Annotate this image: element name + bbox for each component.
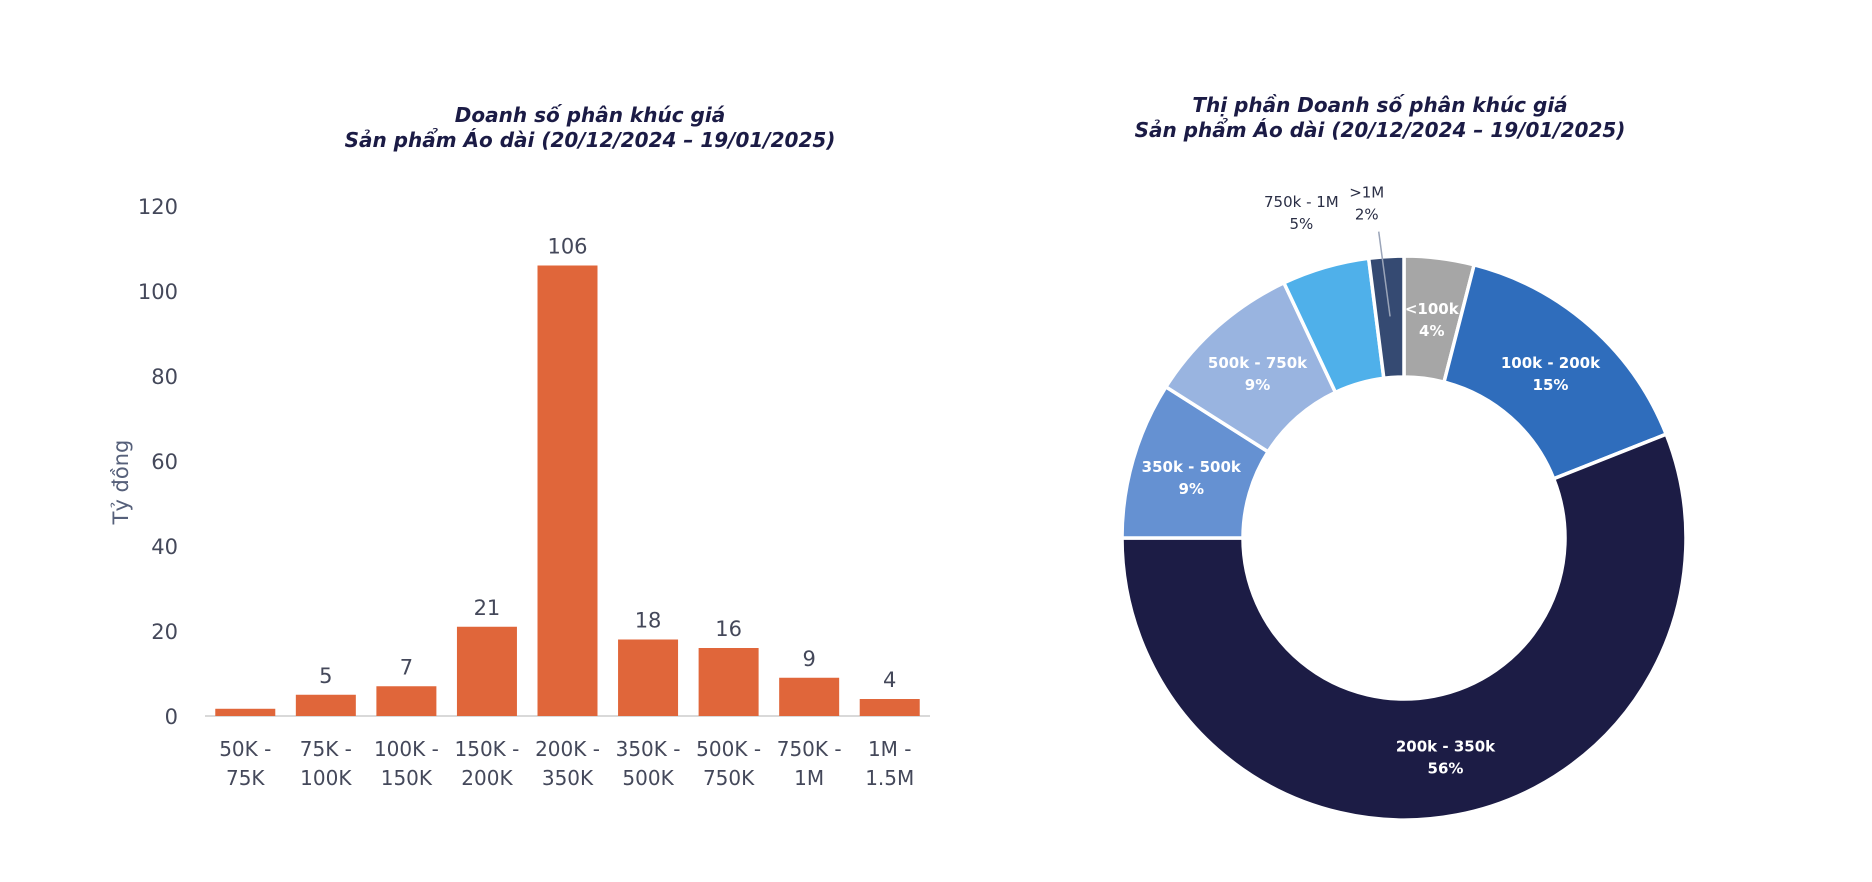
bar	[779, 677, 840, 716]
y-tick-label: 0	[165, 705, 178, 729]
x-tick-label: 1M -	[868, 737, 912, 761]
x-tick-label: 50K -	[219, 737, 271, 761]
x-tick-label: 100K -	[374, 737, 439, 761]
x-tick-label: 1.5M	[865, 766, 914, 790]
x-tick-label: 200K	[461, 766, 513, 790]
leader-line	[1377, 231, 1391, 317]
x-tick-label: 100K	[300, 766, 352, 790]
bar-chart-title-line1: Doanh số phân khúc giá	[455, 103, 725, 127]
y-tick-label: 100	[138, 280, 178, 304]
x-tick-label: 750K -	[777, 737, 842, 761]
bar	[376, 686, 437, 716]
x-tick-label: 750K	[703, 766, 755, 790]
donut-chart-title-line2: Sản phẩm Áo dài (20/12/2024 – 19/01/2025…	[1135, 118, 1626, 142]
slice-percent-label: 9%	[1179, 480, 1204, 498]
bar-data-label: 16	[715, 617, 742, 641]
bar-data-label: 106	[547, 235, 587, 259]
slice-name-label: <100k	[1405, 300, 1460, 318]
slice-percent-label: 15%	[1533, 376, 1569, 394]
bar	[859, 699, 920, 716]
donut-chart-plot: <100k 4% 100k - 200k 15% 200k - 350k 56% 350k …	[1120, 184, 1688, 822]
x-tick-label: 150K	[381, 766, 433, 790]
y-tick-label: 60	[151, 450, 178, 474]
slice-percent-label: 9%	[1245, 376, 1270, 394]
x-tick-label: 350K -	[616, 737, 681, 761]
bar	[537, 265, 598, 716]
slice-percent-label: 2%	[1355, 206, 1379, 224]
x-tick-label: 500K	[622, 766, 674, 790]
bar	[215, 708, 276, 716]
x-tick-label: 75K -	[300, 737, 352, 761]
bar-chart-y-axis-label: Tỷ đồng	[109, 440, 133, 526]
slice-percent-label: 5%	[1289, 215, 1313, 233]
bar-chart-plot: 0 20 40 60 80 100 120 50K - 75K 5 75K - 100K 7 100K -…	[138, 195, 930, 790]
x-tick-label: 200K -	[535, 737, 600, 761]
bar-data-label: 9	[802, 647, 815, 671]
bar	[456, 626, 517, 716]
bar-data-label: 18	[635, 609, 662, 633]
bar-data-label: 5	[319, 664, 332, 688]
bar	[698, 648, 759, 716]
slice-name-label: 100k - 200k	[1501, 354, 1601, 372]
y-tick-label: 80	[151, 365, 178, 389]
x-tick-label: 1M	[794, 766, 824, 790]
bar-chart-title-line2: Sản phẩm Áo dài (20/12/2024 – 19/01/2025…	[345, 128, 836, 152]
donut-slice	[1120, 431, 1688, 822]
y-tick-label: 120	[138, 195, 178, 219]
slice-name-label: 200k - 350k	[1396, 738, 1496, 756]
y-tick-label: 40	[151, 535, 178, 559]
x-tick-label: 500K -	[696, 737, 761, 761]
bar-data-label: 21	[474, 596, 501, 620]
bar	[295, 694, 356, 716]
slice-percent-label: 56%	[1428, 760, 1464, 778]
slice-name-label: 750k - 1M	[1264, 193, 1339, 211]
bar-data-label: 4	[883, 668, 896, 692]
bar	[618, 639, 679, 716]
donut-chart-title-line1: Thị phần Doanh số phân khúc giá	[1192, 93, 1567, 117]
bar-data-label: 7	[400, 655, 413, 679]
y-tick-label: 20	[151, 620, 178, 644]
slice-name-label: 350k - 500k	[1142, 458, 1242, 476]
x-tick-label: 350K	[542, 766, 594, 790]
slice-name-label: 500k - 750k	[1208, 354, 1308, 372]
donut-slice	[1366, 254, 1406, 381]
slice-percent-label: 4%	[1419, 322, 1444, 340]
slice-name-label: >1M	[1349, 184, 1384, 202]
x-tick-label: 150K -	[455, 737, 520, 761]
x-tick-label: 75K	[226, 766, 265, 790]
